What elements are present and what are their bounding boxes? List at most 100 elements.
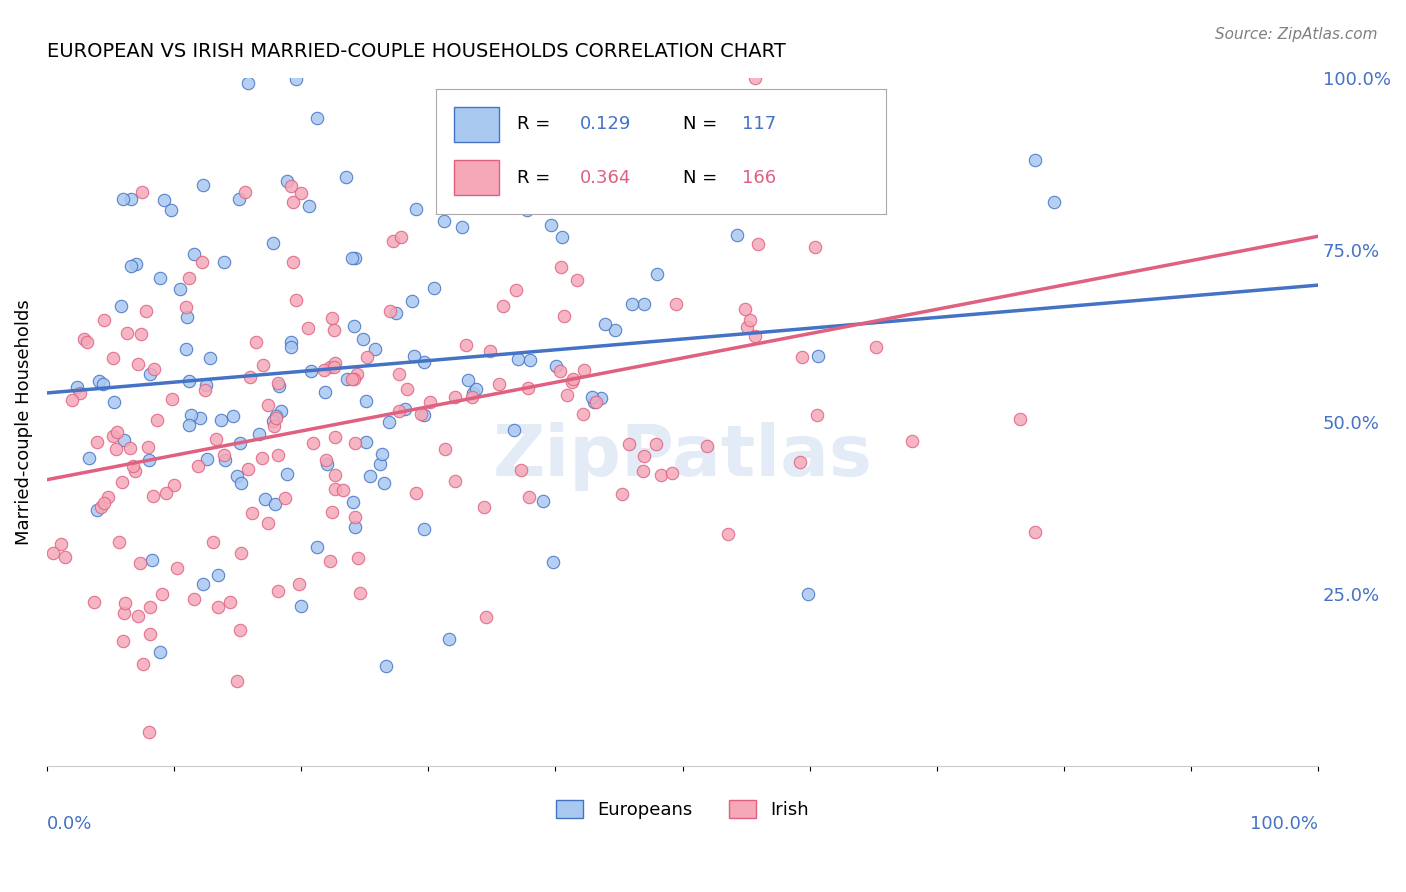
Point [605,323,627,337]
Point [377,415,399,429]
Point [735,319,758,334]
Text: Source: ZipAtlas.com: Source: ZipAtlas.com [1215,27,1378,42]
Point [112,434,135,448]
Point [132,657,155,671]
Point [323,482,346,496]
Point [412,409,434,423]
Point [87,374,110,388]
Point [179,374,201,388]
Point [108,534,131,549]
Point [136,440,159,454]
Point [461,390,484,404]
Point [219,594,242,608]
Point [93,496,115,510]
Point [262,235,284,250]
Point [661,466,683,480]
Point [111,192,134,206]
Point [280,340,302,354]
Point [254,492,277,507]
Point [506,352,529,367]
Point [343,372,366,386]
Point [252,358,274,372]
Point [457,372,479,386]
Point [194,383,217,397]
Point [517,381,540,395]
Point [388,404,411,418]
Point [141,553,163,567]
Point [290,599,312,613]
Point [315,457,337,471]
Point [166,561,188,575]
Point [110,299,132,313]
Point [633,449,655,463]
Point [188,411,211,425]
Point [276,174,298,188]
Point [437,632,460,646]
Point [212,449,235,463]
Point [207,567,229,582]
Point [492,299,515,313]
Point [129,327,152,342]
Point [782,186,804,200]
Point [127,358,149,372]
Point [160,392,183,406]
Point [901,434,924,448]
Point [112,606,135,620]
Point [214,452,236,467]
Point [1024,525,1046,540]
Point [472,500,495,515]
Point [153,193,176,207]
Point [711,166,734,180]
Point [865,340,887,354]
Text: 117: 117 [742,115,776,133]
Point [696,439,718,453]
Point [290,186,312,201]
Point [214,254,236,268]
Point [205,432,228,446]
Point [183,592,205,607]
Point [228,624,250,638]
Point [267,584,290,599]
Text: 0.129: 0.129 [579,115,631,133]
Point [620,297,643,311]
Point [209,413,232,427]
Point [139,367,162,381]
Point [509,463,531,477]
Point [373,476,395,491]
Point [806,408,828,422]
Point [346,368,368,382]
Point [226,673,249,688]
Point [73,332,96,346]
Point [401,294,423,309]
Point [828,144,851,158]
Point [129,556,152,570]
Point [51,537,73,551]
Point [405,202,427,216]
Point [163,478,186,492]
Point [281,255,304,269]
Point [404,349,426,363]
Point [444,390,467,404]
Point [591,126,613,140]
Point [194,378,217,392]
Point [266,410,288,425]
Point [344,520,367,534]
Point [41,546,63,560]
Point [302,435,325,450]
Point [346,550,368,565]
Point [238,77,260,91]
Point [112,634,135,648]
Point [229,436,252,450]
Point [744,329,766,343]
Point [180,408,202,422]
Point [478,344,501,359]
Point [142,361,165,376]
Point [589,392,612,406]
Point [565,273,588,287]
Point [191,255,214,269]
Point [531,494,554,508]
Point [86,503,108,517]
Point [1008,412,1031,426]
Point [305,540,328,554]
Point [138,453,160,467]
